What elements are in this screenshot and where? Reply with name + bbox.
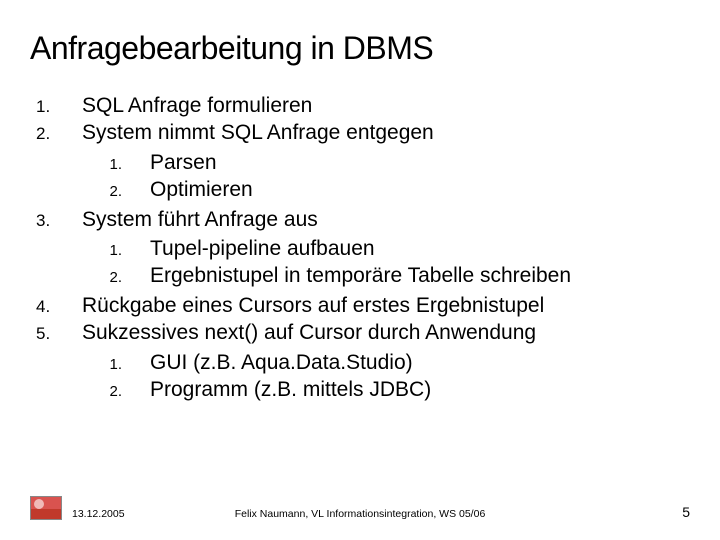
subitem-text: Optimieren [150,177,253,204]
item-text: Sukzessives next() auf Cursor durch Anwe… [82,320,536,347]
footer-date: 13.12.2005 [72,508,125,520]
footer-left: 13.12.2005 [30,496,125,520]
list-subitem: 1. Tupel-pipeline aufbauen [30,236,690,263]
item-number: 2. [30,123,82,145]
footer-center: Felix Naumann, VL Informationsintegratio… [235,508,486,520]
list-subitem: 1. GUI (z.B. Aqua.Data.Studio) [30,350,690,377]
subitem-text: Tupel-pipeline aufbauen [150,236,375,263]
item-number: 3. [30,210,82,232]
list-subitem: 1. Parsen [30,150,690,177]
list-item: 2. System nimmt SQL Anfrage entgegen [30,120,690,147]
item-text: SQL Anfrage formulieren [82,93,312,120]
item-number: 1. [30,96,82,118]
list-item: 4. Rückgabe eines Cursors auf erstes Erg… [30,293,690,320]
page-number: 5 [682,504,690,520]
logo-icon [30,496,62,520]
subitem-number: 1. [82,241,150,260]
subitem-text: Ergebnistupel in temporäre Tabelle schre… [150,263,571,290]
list-subitem: 2. Optimieren [30,177,690,204]
item-text: Rückgabe eines Cursors auf erstes Ergebn… [82,293,544,320]
slide-title: Anfragebearbeitung in DBMS [30,30,690,67]
subitem-text: Parsen [150,150,217,177]
subitem-number: 2. [82,268,150,287]
list-item: 5. Sukzessives next() auf Cursor durch A… [30,320,690,347]
list-item: 1. SQL Anfrage formulieren [30,93,690,120]
item-text: System nimmt SQL Anfrage entgegen [82,120,434,147]
list-subitem: 2. Ergebnistupel in temporäre Tabelle sc… [30,263,690,290]
subitem-number: 2. [82,382,150,401]
subitem-text: GUI (z.B. Aqua.Data.Studio) [150,350,413,377]
subitem-number: 2. [82,182,150,201]
item-text: System führt Anfrage aus [82,207,318,234]
subitem-number: 1. [82,155,150,174]
subitem-number: 1. [82,355,150,374]
item-number: 4. [30,296,82,318]
slide-content: 1. SQL Anfrage formulieren 2. System nim… [30,93,690,404]
list-item: 3. System führt Anfrage aus [30,207,690,234]
item-number: 5. [30,323,82,345]
subitem-text: Programm (z.B. mittels JDBC) [150,377,431,404]
list-subitem: 2. Programm (z.B. mittels JDBC) [30,377,690,404]
